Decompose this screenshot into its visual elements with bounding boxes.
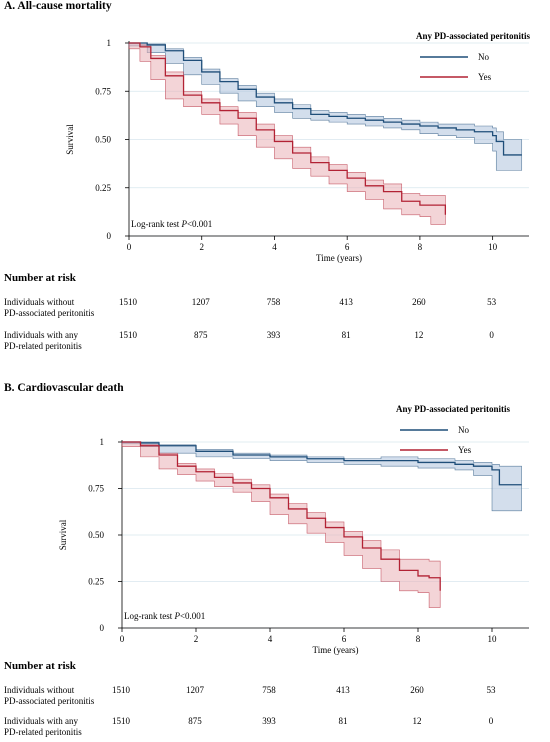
risk-row-label-with: Individuals with any PD-related peritoni… [4, 716, 82, 738]
legend-title: Any PD-associated peritonitis [416, 31, 530, 41]
risk-row-label-line2: PD-associated peritonitis [4, 308, 95, 318]
survival-line-no [122, 441, 522, 486]
risk-value: 0 [488, 716, 494, 726]
y-tick-label: 1 [100, 437, 105, 447]
legend-label-yes: Yes [458, 445, 472, 455]
y-tick-label: 0.50 [88, 530, 104, 540]
legend-label-no: No [458, 425, 469, 435]
risk-row-label-without: Individuals without PD-associated perito… [4, 297, 94, 319]
y-tick-label: 0.25 [95, 183, 111, 193]
risk-value: 413 [339, 297, 353, 307]
risk-row-label-line1: Individuals without [4, 685, 75, 695]
x-tick-label: 4 [272, 242, 277, 252]
risk-value: 758 [262, 685, 276, 695]
risk-value: 1510 [112, 685, 130, 695]
y-tick-label: 1 [107, 38, 112, 48]
risk-value: 393 [262, 716, 276, 726]
annotation-p: P [180, 219, 187, 229]
risk-row-label-line2: PD-related peritonitis [4, 727, 82, 737]
log-rank-annotation: Log-rank test P<0.001 [124, 611, 205, 621]
annotation-suffix: <0.001 [187, 219, 212, 229]
annotation-prefix: Log-rank test [124, 611, 174, 621]
risk-table-title: Number at risk [4, 660, 76, 672]
x-tick-label: 2 [199, 242, 204, 252]
y-tick-label: 0.75 [88, 484, 104, 494]
risk-row-label-line1: Individuals with any [4, 716, 78, 726]
x-tick-label: 4 [268, 634, 273, 644]
risk-row-label-line2: PD-related peritonitis [4, 341, 82, 351]
risk-value: 1207 [186, 685, 204, 695]
risk-value: 1207 [191, 297, 210, 307]
risk-value: 81 [341, 330, 351, 340]
annotation-prefix: Log-rank test [131, 219, 181, 229]
annotation-p: P [173, 611, 180, 621]
y-tick-label: 0.50 [95, 135, 111, 145]
x-tick-label: 10 [488, 242, 498, 252]
risk-row-label-line1: Individuals without [4, 297, 75, 307]
legend-label-yes: Yes [478, 72, 492, 82]
x-axis-label: Time (years) [313, 645, 359, 655]
risk-value: 12 [412, 716, 422, 726]
legend-label-no: No [478, 52, 489, 62]
risk-value: 1510 [119, 297, 137, 307]
risk-value: 0 [489, 330, 494, 340]
risk-row-label-without: Individuals without PD-associated perito… [4, 685, 94, 707]
survival-line-no [129, 42, 522, 156]
risk-value: 413 [336, 685, 350, 695]
risk-value: 393 [266, 330, 281, 340]
survival-line-yes [129, 42, 447, 215]
x-tick-label: 8 [418, 242, 423, 252]
panel-cardiovascular-death: B. Cardiovascular death 0 0.25 0.50 0.75 1 0 2… [0, 372, 550, 742]
log-rank-annotation: Log-rank test P<0.001 [131, 219, 212, 229]
risk-value: 875 [193, 330, 208, 340]
risk-row-label-line1: Individuals with any [4, 330, 78, 340]
x-tick-label: 2 [194, 634, 199, 644]
x-tick-label: 6 [345, 242, 350, 252]
x-tick-label: 8 [416, 634, 421, 644]
panel-title: A. All-cause mortality [4, 0, 112, 12]
panel-title: B. Cardiovascular death [4, 382, 124, 394]
risk-table-title: Number at risk [4, 272, 76, 284]
ci-band-yes [128, 42, 446, 225]
y-tick-label: 0 [107, 231, 112, 241]
panel-all-cause-mortality: A. All-cause mortality 0 0.25 0.50 0.75 1 0 2 4… [0, 0, 550, 370]
risk-value: 875 [188, 716, 202, 726]
y-axis-label: Survival [58, 519, 68, 550]
ci-band-no [128, 42, 523, 171]
risk-value: 53 [486, 685, 496, 695]
risk-value: 1510 [119, 330, 137, 340]
y-tick-label: 0.25 [88, 577, 104, 587]
legend-title: Any PD-associated peritonitis [396, 404, 510, 414]
ci-band-yes [121, 441, 441, 608]
x-tick-label: 6 [342, 634, 347, 644]
risk-value: 260 [410, 685, 424, 695]
annotation-suffix: <0.001 [180, 611, 205, 621]
y-tick-label: 0.75 [95, 86, 111, 96]
x-tick-label: 0 [120, 634, 125, 644]
risk-value: 758 [266, 297, 281, 307]
risk-row-label-with: Individuals with any PD-related peritoni… [4, 330, 82, 352]
x-tick-label: 0 [127, 242, 132, 252]
y-axis-label: Survival [65, 124, 75, 155]
x-axis-label: Time (years) [316, 253, 362, 263]
risk-value: 260 [412, 297, 426, 307]
x-tick-label: 10 [488, 634, 498, 644]
risk-value: 12 [414, 330, 424, 340]
survival-line-yes [122, 441, 441, 591]
risk-value: 81 [338, 716, 348, 726]
y-tick-label: 0 [100, 623, 105, 633]
risk-value: 1510 [112, 716, 130, 726]
risk-row-label-line2: PD-associated peritonitis [4, 696, 95, 706]
risk-value: 53 [487, 297, 497, 307]
